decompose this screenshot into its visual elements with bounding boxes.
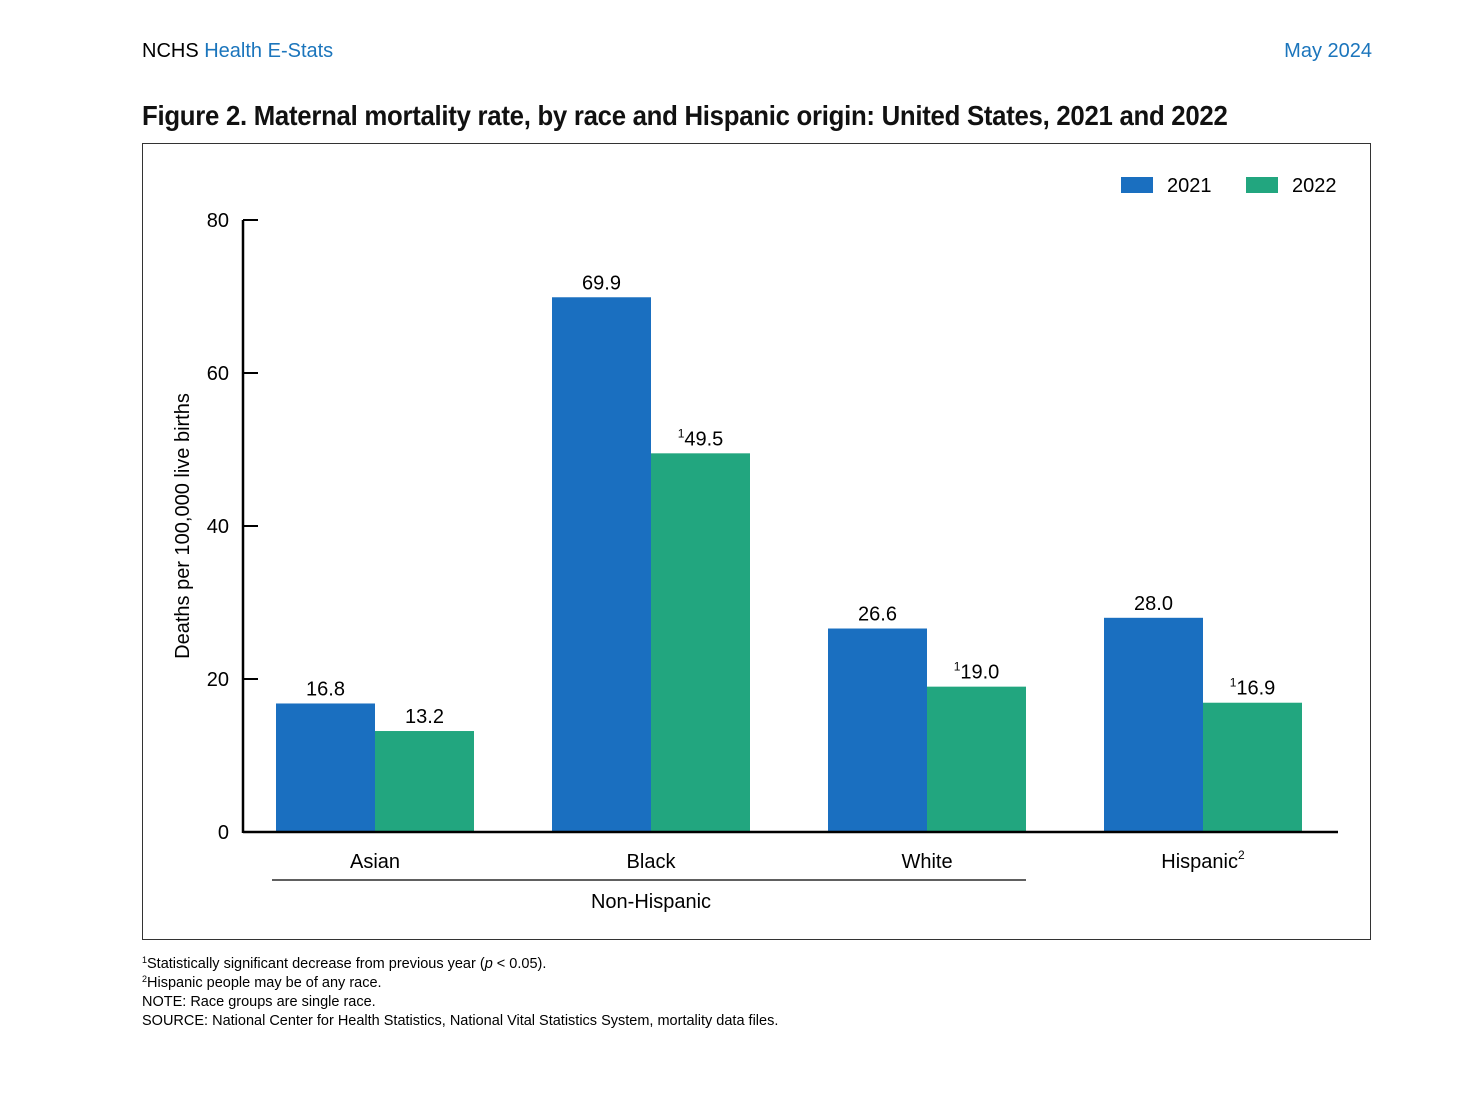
group-label-non-hispanic: Non-Hispanic (591, 891, 711, 913)
x-tick-label-hispanic: Hispanic2 (1161, 848, 1245, 873)
bar-asian-2021 (276, 703, 375, 832)
y-tick-label-80: 80 (207, 210, 229, 232)
bar-white-2022 (927, 686, 1026, 832)
footnote-1: 1Statistically significant decrease from… (142, 955, 547, 973)
bar-hispanic-2022 (1203, 702, 1302, 832)
bar-hispanic-2021 (1104, 617, 1203, 832)
data-label-hispanic-2022: 116.9 (1230, 676, 1276, 700)
legend: 2021 2022 (1121, 175, 1337, 197)
data-label-white-2021: 26.6 (858, 604, 897, 626)
x-tick-label-asian: Asian (350, 851, 400, 873)
y-axis-title: Deaths per 100,000 live births (172, 393, 194, 659)
data-label-asian-2021: 16.8 (306, 678, 345, 700)
data-label-white-2022: 119.0 (954, 660, 1000, 684)
legend-swatch-2021 (1121, 177, 1153, 193)
legend-label-2022: 2022 (1292, 175, 1337, 197)
y-tick-label-0: 0 (218, 822, 229, 844)
x-tick-label-black: Black (627, 851, 677, 873)
bar-black-2021 (552, 297, 651, 832)
y-tick-label-60: 60 (207, 363, 229, 385)
header-date: May 2024 (1284, 40, 1372, 62)
header-series-name[interactable]: Health E-Stats (204, 40, 334, 62)
data-label-black-2022: 149.5 (678, 426, 724, 450)
footnotes: 1Statistically significant decrease from… (142, 955, 778, 1031)
data-label-black-2021: 69.9 (582, 272, 621, 294)
data-label-hispanic-2021: 28.0 (1134, 593, 1173, 615)
data-label-asian-2022: 13.2 (405, 706, 444, 728)
legend-swatch-2022 (1246, 177, 1278, 193)
x-axis: Asian Black White Hispanic2 Non-Hispanic (243, 830, 1338, 913)
y-tick-label-20: 20 (207, 669, 229, 691)
bar-chart: 2021 2022 0 20 40 60 80 Deaths per 100,000 liv… (172, 175, 1338, 913)
footnote-note: NOTE: Race groups are single race. (142, 994, 376, 1010)
x-tick-label-white: White (901, 851, 952, 873)
y-tick-label-40: 40 (207, 516, 229, 538)
bar-black-2022 (651, 453, 750, 832)
legend-label-2021: 2021 (1167, 175, 1212, 197)
bar-white-2021 (828, 628, 927, 832)
chart-frame: 2021 2022 0 20 40 60 80 Deaths per 100,000 liv… (142, 143, 1371, 940)
bars: 16.8 13.2 69.9 149.5 26.6 119.0 28.0 116.9 (276, 272, 1302, 832)
header-series: NCHS Health E-Stats (142, 40, 333, 63)
footnote-source: SOURCE: National Center for Health Stati… (142, 1013, 779, 1029)
figure-title: Figure 2. Maternal mortality rate, by ra… (142, 100, 1228, 131)
header-org: NCHS (142, 40, 199, 62)
y-axis: 0 20 40 60 80 Deaths per 100,000 live births (172, 210, 258, 844)
footnote-2: 2Hispanic people may be of any race. (142, 974, 382, 992)
bar-asian-2022 (375, 731, 474, 832)
